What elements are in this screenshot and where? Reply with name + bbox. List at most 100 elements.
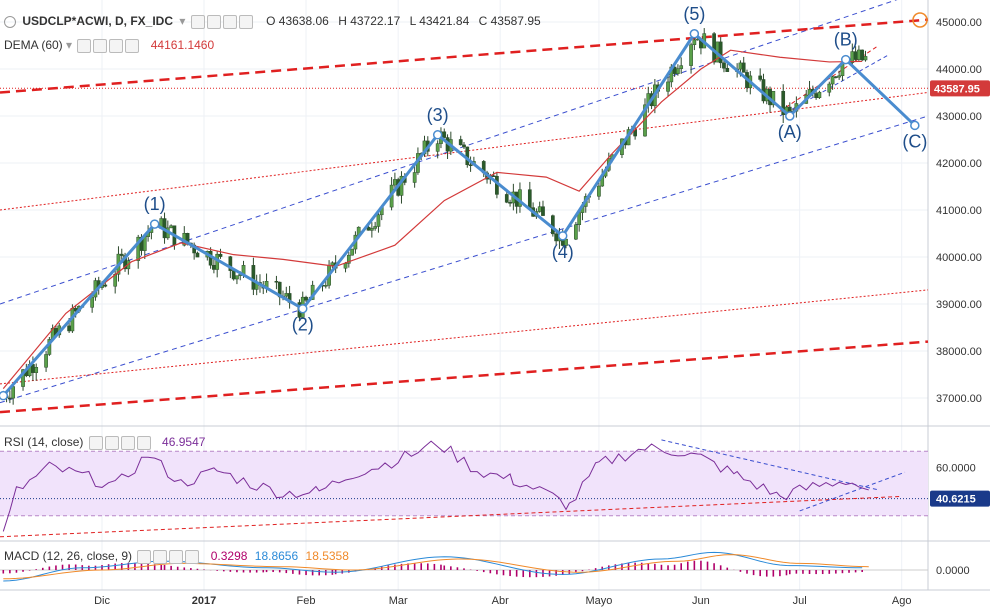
candle-body	[235, 275, 239, 280]
macd-signal-line	[3, 554, 869, 580]
rsi-label: RSI (14, close)	[4, 435, 84, 449]
candle-body	[346, 254, 351, 264]
add-icon[interactable]	[120, 435, 135, 450]
candle-body	[537, 206, 542, 212]
candle-body	[228, 256, 233, 271]
eye-icon[interactable]	[88, 435, 103, 450]
candle-body	[574, 224, 578, 240]
price-tick-label: 45000.00	[936, 17, 982, 29]
candle-body	[518, 189, 522, 207]
time-tick-label: Abr	[492, 595, 509, 607]
time-tick-label: Feb	[297, 595, 316, 607]
candle-body	[119, 253, 124, 256]
rsi-line	[2, 440, 869, 532]
time-tick-label: Mar	[389, 595, 408, 607]
settings-icon[interactable]	[206, 14, 221, 29]
price-tick-label: 42000.00	[936, 158, 982, 170]
channel-lower-red	[0, 340, 929, 414]
wave-label: (5)	[683, 4, 705, 24]
wave-label: (3)	[427, 105, 449, 125]
candle-body	[689, 44, 693, 66]
chevron-down-icon[interactable]: ▾	[66, 38, 73, 52]
rsi-value: 46.9547	[162, 435, 206, 449]
candle-body	[541, 206, 545, 216]
candle-body	[103, 284, 108, 287]
macd-signal-value: 18.5358	[305, 549, 349, 563]
candle-body	[814, 93, 818, 98]
wave-point	[840, 54, 851, 65]
candle-body	[284, 293, 289, 297]
wave-point	[149, 219, 160, 229]
eye-icon[interactable]	[190, 14, 205, 29]
macd-tick-label: 0.0000	[936, 565, 970, 577]
macd-info: MACD (12, 26, close, 9) 0.3298 18.8656 1…	[4, 549, 349, 564]
price-badge-text: 43587.95	[934, 83, 980, 95]
candle-body	[442, 131, 447, 138]
macd-hist-value: 0.3298	[210, 549, 248, 563]
close-icon[interactable]	[185, 549, 200, 564]
candle-body	[787, 106, 792, 112]
wave-point	[785, 111, 795, 121]
candle-body	[741, 62, 746, 73]
candle-body	[31, 364, 35, 373]
price-tick-label: 44000.00	[936, 64, 982, 76]
wave-point	[432, 130, 443, 140]
candle-body	[169, 225, 173, 229]
candle-body	[21, 369, 25, 387]
candle-body	[323, 285, 328, 287]
candle-body	[330, 262, 335, 266]
close-icon[interactable]	[125, 38, 140, 53]
macd-label: MACD (12, 26, close, 9)	[4, 549, 133, 563]
candle-body	[458, 139, 463, 146]
candle-body	[370, 228, 374, 231]
ohlc-c: 43587.95	[490, 14, 541, 28]
wave-point	[298, 303, 308, 314]
candle-body	[722, 62, 726, 69]
candle-body	[837, 75, 841, 78]
ohlc-h: 43722.17	[350, 14, 401, 28]
wave-label: (C)	[902, 131, 927, 151]
add-icon[interactable]	[109, 38, 124, 53]
rsi-trendline-red	[0, 495, 902, 538]
candle-body	[465, 146, 470, 166]
channel-upper-red	[0, 18, 929, 94]
wave-point	[910, 120, 920, 131]
rsi-trendline-blue	[799, 471, 906, 512]
candle-body	[817, 91, 822, 98]
candle-body	[195, 252, 200, 258]
dema-info: DEMA (60) ▾ 44161.1460	[4, 38, 214, 53]
rsi-badge	[930, 490, 990, 507]
settings-icon[interactable]	[93, 38, 108, 53]
eye-icon[interactable]	[137, 549, 152, 564]
candle-body	[376, 214, 381, 227]
ohlc-l-label: L	[409, 14, 416, 28]
add-icon[interactable]	[169, 549, 184, 564]
ohlc-o: 43638.06	[278, 14, 329, 28]
time-tick-label: 2017	[192, 595, 216, 607]
eye-icon[interactable]	[77, 38, 92, 53]
price-tick-label: 40000.00	[936, 252, 982, 264]
settings-icon[interactable]	[104, 435, 119, 450]
candle-body	[597, 185, 601, 197]
candle-body	[504, 194, 509, 203]
alarm-icon	[912, 12, 928, 28]
price-tick-label: 39000.00	[936, 299, 982, 311]
rsi-band	[0, 451, 928, 516]
wave-label: (4)	[552, 242, 574, 262]
candle-body	[90, 296, 94, 308]
settings-icon[interactable]	[153, 549, 168, 564]
median-red-lower	[0, 289, 929, 385]
wave-label: (B)	[834, 30, 858, 50]
price-tick-label: 43000.00	[936, 111, 982, 123]
collapse-icon[interactable]	[4, 15, 16, 28]
add-icon[interactable]	[222, 14, 237, 29]
close-icon[interactable]	[238, 14, 253, 29]
close-icon[interactable]	[136, 435, 151, 450]
chevron-down-icon[interactable]: ▾	[179, 14, 186, 28]
time-tick-label: Jul	[793, 595, 807, 607]
symbol-info: USDCLP*ACWI, D, FX_IDC ▾ O 43638.06 H 43…	[4, 14, 541, 29]
candle-body	[853, 51, 858, 60]
